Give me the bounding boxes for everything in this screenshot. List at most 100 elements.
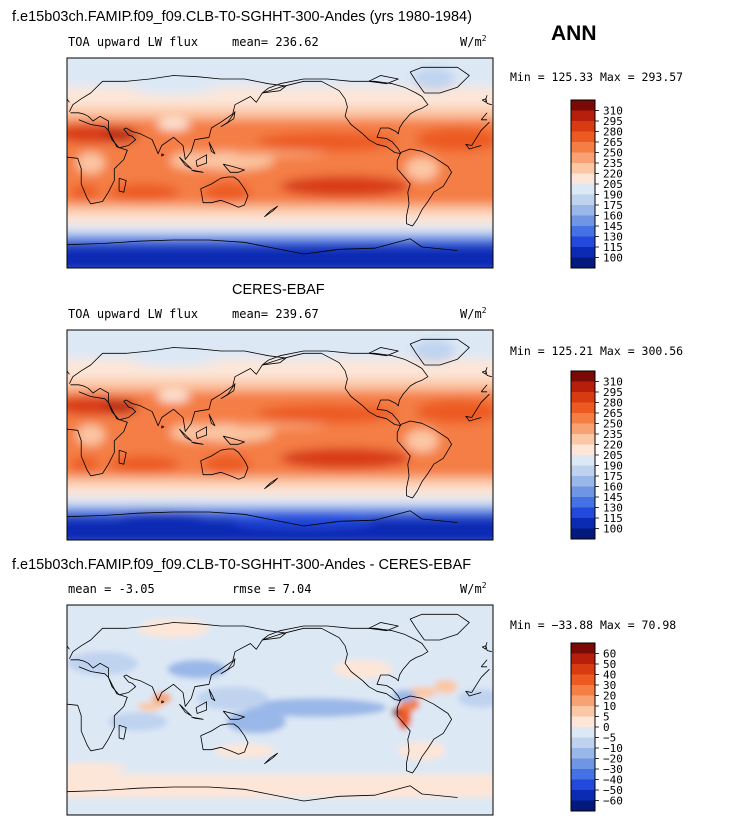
field-blob: [226, 710, 286, 734]
colorbar-box: [571, 528, 595, 540]
colorbar-box: [571, 423, 595, 435]
coastline-segment: [118, 177, 127, 193]
coastline-segment: [481, 98, 487, 103]
colorbar-box: [571, 110, 595, 122]
panel-model-mean: mean= 236.62: [232, 35, 319, 49]
map-frame: [66, 57, 494, 269]
colorbar-box: [571, 748, 595, 759]
coastline-segment: [396, 420, 452, 499]
field-blob: [333, 659, 393, 679]
field-blob: [114, 512, 209, 526]
coastline-segment: [396, 695, 452, 774]
colorbar-label: 295: [603, 115, 623, 128]
colorbar-box: [571, 236, 595, 248]
panel-obs-minmax: Min = 125.21 Max = 300.56: [510, 344, 683, 358]
colorbar-box: [571, 716, 595, 728]
field-blob: [138, 701, 162, 712]
units-base: W/m: [460, 307, 482, 321]
colorbar-box: [571, 664, 595, 675]
field-blob: [405, 429, 439, 453]
coastline-segment: [191, 169, 204, 173]
units-base: W/m: [460, 35, 482, 49]
field-blob: [214, 743, 275, 758]
field-blob: [398, 741, 446, 761]
colorbar-box: [571, 131, 595, 143]
coastline-segment: [69, 75, 488, 160]
coastline-segment: [69, 347, 488, 432]
colorbar-box: [571, 413, 595, 424]
panel-obs-map: [67, 330, 493, 540]
colorbar-label: 190: [603, 189, 623, 202]
colorbar-box: [571, 706, 595, 717]
field-blob: [156, 118, 191, 131]
coastline-segment: [368, 347, 399, 357]
coastline-segment: [69, 622, 488, 707]
coastlines: [67, 66, 492, 255]
colorbar-label: 20: [603, 690, 616, 703]
coastline-segment: [409, 66, 470, 94]
field-band: [67, 496, 493, 508]
coastline-segment: [118, 449, 127, 465]
field-blob: [203, 454, 251, 474]
coastline-segment: [409, 338, 470, 366]
coastline-segment: [220, 658, 236, 675]
field-blob: [412, 67, 456, 91]
colorbar-box: [571, 402, 595, 414]
colorbar-box: [571, 100, 595, 111]
colorbar-label: 160: [603, 210, 623, 223]
field-blob: [457, 689, 493, 708]
field-blob: [126, 344, 221, 368]
panel-model-colorbar: 3102952802652502352202051901751601451301…: [570, 99, 623, 269]
field-blob: [108, 184, 180, 201]
field-blob: [280, 447, 411, 469]
field-band: [67, 379, 493, 395]
coastline-segment: [67, 119, 490, 205]
colorbar-label: −60: [603, 795, 623, 808]
panel-model-variable: TOA upward LW flux: [68, 35, 198, 49]
coastline-segment: [179, 703, 192, 717]
field-blob: [76, 152, 105, 174]
coastline-segment: [222, 163, 245, 173]
field-band: [67, 107, 493, 123]
colorbar-box: [571, 497, 595, 508]
field-blob: [256, 132, 399, 152]
colorbar-label: 280: [603, 126, 623, 139]
panel-obs-mean: mean= 239.67: [232, 307, 319, 321]
colorbar-box: [571, 163, 595, 174]
field-blob: [416, 400, 493, 424]
coastline-segment: [465, 143, 482, 150]
coastline-segment: [67, 785, 458, 802]
map-frame: [66, 604, 494, 816]
coastline-segment: [264, 752, 278, 765]
colorbar-box: [571, 381, 595, 393]
colorbar-label: 205: [603, 178, 623, 191]
coastline-segment: [208, 688, 216, 702]
colorbar-label: 235: [603, 428, 623, 441]
colorbar-box: [571, 790, 595, 801]
colorbar-label: 235: [603, 157, 623, 170]
colorbar-label: 310: [603, 105, 623, 118]
field-blob: [405, 157, 439, 181]
coastline-segment: [191, 441, 204, 445]
field-blob: [232, 150, 328, 158]
field-band: [67, 205, 493, 217]
field-blob: [67, 762, 127, 775]
colorbar-label: 30: [603, 679, 616, 692]
colorbar-label: −5: [603, 732, 616, 745]
colorbar-box: [571, 226, 595, 237]
coastline-segment: [264, 477, 278, 490]
field-blob: [392, 707, 400, 717]
coastline-segment: [208, 141, 216, 155]
field-blob: [232, 513, 375, 528]
colorbar-box: [571, 184, 595, 195]
coastline-segment: [67, 391, 490, 477]
field-band: [67, 214, 493, 228]
field-band: [67, 774, 493, 798]
colorbar-label: −40: [603, 774, 623, 787]
coastline-segment: [195, 154, 207, 167]
colorbar-box: [571, 215, 595, 227]
field-blob: [433, 679, 458, 694]
panel-obs: CERES-EBAF TOA upward LW flux mean= 239.…: [66, 282, 683, 541]
colorbar-box: [571, 727, 595, 738]
